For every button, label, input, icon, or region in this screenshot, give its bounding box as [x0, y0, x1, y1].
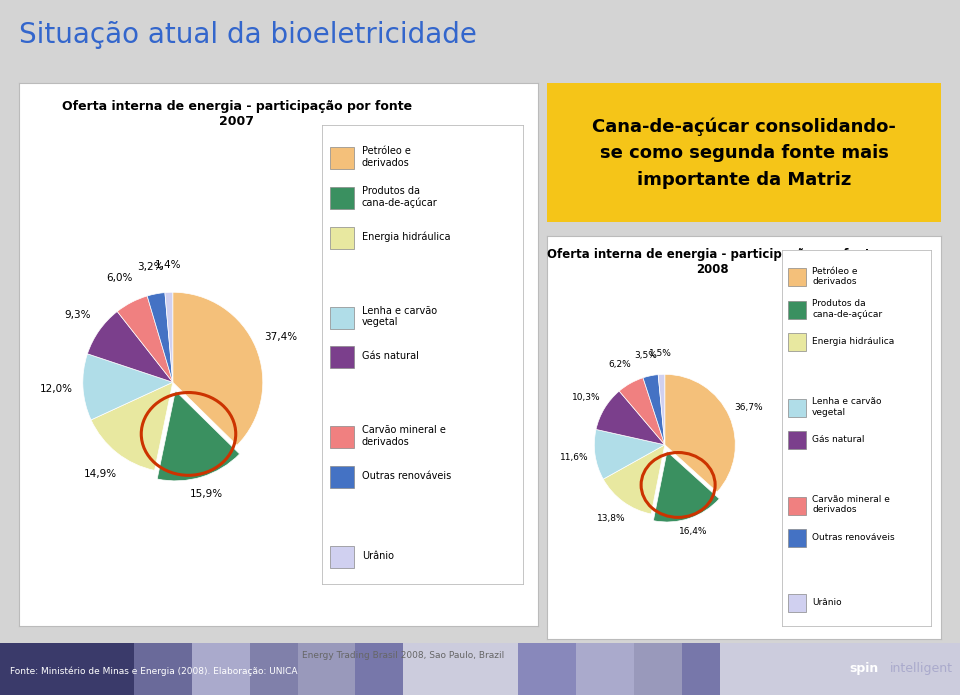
Bar	[720, 643, 960, 695]
Bar	[192, 643, 250, 695]
Text: Urânio: Urânio	[812, 598, 842, 607]
Wedge shape	[83, 354, 173, 420]
Bar	[788, 268, 806, 286]
Text: 37,4%: 37,4%	[264, 332, 298, 342]
Bar	[403, 643, 518, 695]
Bar	[329, 187, 354, 209]
Bar	[788, 497, 806, 514]
Text: Situação atual da bioeletricidade: Situação atual da bioeletricidade	[19, 21, 477, 49]
Bar	[134, 643, 192, 695]
Bar	[329, 426, 354, 448]
Text: Gás natural: Gás natural	[362, 352, 419, 361]
Wedge shape	[147, 293, 173, 382]
Bar	[329, 147, 354, 169]
Wedge shape	[643, 375, 664, 445]
Bar	[788, 432, 806, 449]
Text: Cana-de-açúcar consolidando-
se como segunda fonte mais
importante da Matriz: Cana-de-açúcar consolidando- se como seg…	[592, 117, 896, 188]
Wedge shape	[157, 391, 240, 481]
Wedge shape	[117, 296, 173, 382]
Bar	[0, 643, 134, 695]
Bar	[518, 643, 576, 695]
Text: intelligent: intelligent	[890, 662, 953, 676]
Text: 36,7%: 36,7%	[734, 403, 763, 412]
Text: Gás natural: Gás natural	[812, 435, 865, 444]
Text: 6,0%: 6,0%	[106, 273, 132, 284]
Bar	[329, 466, 354, 488]
Bar	[788, 529, 806, 547]
Wedge shape	[619, 378, 664, 445]
Text: 1,4%: 1,4%	[155, 261, 180, 270]
Bar	[329, 546, 354, 568]
Text: 16,4%: 16,4%	[680, 528, 708, 537]
Bar	[634, 643, 682, 695]
Bar	[250, 643, 298, 695]
Text: Energia hidráulica: Energia hidráulica	[362, 231, 450, 242]
Wedge shape	[594, 430, 664, 479]
Text: Lenha e carvão
vegetal: Lenha e carvão vegetal	[812, 397, 881, 416]
Text: Outras renováveis: Outras renováveis	[362, 471, 451, 481]
Text: 6,2%: 6,2%	[609, 360, 632, 369]
Text: Oferta interna de energia - participação por fonte
2007: Oferta interna de energia - participação…	[61, 99, 412, 128]
Bar	[329, 227, 354, 249]
Text: 15,9%: 15,9%	[190, 489, 224, 499]
Bar	[298, 643, 355, 695]
Text: Petróleo e
derivados: Petróleo e derivados	[362, 146, 411, 167]
Text: 9,3%: 9,3%	[64, 310, 90, 320]
Bar	[576, 643, 634, 695]
Text: 10,3%: 10,3%	[572, 393, 601, 402]
Text: 1,5%: 1,5%	[649, 349, 672, 358]
Text: Produtos da
cana-de-açúcar: Produtos da cana-de-açúcar	[362, 186, 438, 208]
Text: Oferta interna de energia - participação por fonte
2008: Oferta interna de energia - participação…	[547, 248, 878, 277]
Text: Petróleo e
derivados: Petróleo e derivados	[812, 267, 857, 286]
Bar	[788, 334, 806, 352]
Wedge shape	[654, 452, 719, 522]
Bar	[788, 594, 806, 612]
Text: Fonte: Ministério de Minas e Energia (2008). Elaboração: UNICA: Fonte: Ministério de Minas e Energia (20…	[10, 667, 297, 676]
Text: spin: spin	[850, 662, 878, 676]
Wedge shape	[659, 375, 665, 445]
Wedge shape	[664, 375, 735, 492]
Text: Produtos da
cana-de-açúcar: Produtos da cana-de-açúcar	[812, 300, 882, 318]
Text: Energy Trading Brasil 2008, Sao Paulo, Brazil: Energy Trading Brasil 2008, Sao Paulo, B…	[302, 651, 504, 660]
Bar	[329, 306, 354, 329]
Text: Carvão mineral e
derivados: Carvão mineral e derivados	[362, 425, 445, 447]
Bar	[788, 301, 806, 319]
Text: 3,5%: 3,5%	[635, 350, 658, 359]
Bar	[355, 643, 403, 695]
Wedge shape	[173, 293, 263, 445]
Text: Energia hidráulica: Energia hidráulica	[812, 337, 895, 346]
Wedge shape	[603, 445, 664, 514]
Text: 3,2%: 3,2%	[137, 262, 164, 272]
Bar	[329, 347, 354, 368]
Text: 11,6%: 11,6%	[560, 454, 588, 462]
Text: 13,8%: 13,8%	[596, 514, 625, 523]
Text: Lenha e carvão
vegetal: Lenha e carvão vegetal	[362, 306, 437, 327]
Wedge shape	[165, 293, 173, 382]
Bar	[788, 399, 806, 416]
Wedge shape	[596, 391, 664, 445]
Text: 14,9%: 14,9%	[84, 469, 116, 479]
Wedge shape	[91, 382, 173, 471]
Wedge shape	[87, 311, 173, 382]
Text: 12,0%: 12,0%	[39, 384, 72, 393]
Text: Urânio: Urânio	[362, 551, 394, 561]
Text: Carvão mineral e
derivados: Carvão mineral e derivados	[812, 495, 890, 514]
Text: Outras renováveis: Outras renováveis	[812, 533, 895, 542]
Bar	[682, 643, 720, 695]
